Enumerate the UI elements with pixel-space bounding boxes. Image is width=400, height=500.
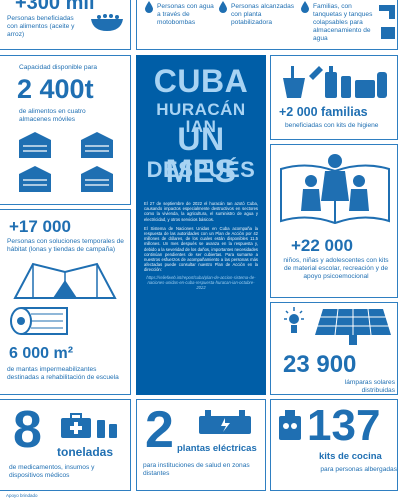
hygiene-kit-icon — [283, 66, 387, 98]
title-cuba: CUBA — [153, 63, 249, 99]
water2-text: Personas alcanzadas con planta potabiliz… — [231, 3, 295, 26]
roofing-text: de mantas impermeabilizantes destinadas … — [7, 366, 119, 381]
center-article: CUBA HURACÁN IAN UN MES DESPUÉS El 27 de… — [136, 55, 266, 395]
medical-text: de medicamentos, insumos y dispositivos … — [9, 464, 95, 479]
warehouse-icon — [19, 132, 113, 192]
article-body: El 27 de septiembre de 2022 el huracán I… — [144, 201, 258, 290]
card-plants: 2 plantas eléctricas para instituciones … — [136, 399, 266, 491]
solar-text: lámparas solares distribuidas — [344, 379, 395, 394]
stove-icon — [279, 410, 301, 440]
title-one-month: UN MES — [165, 121, 237, 189]
shelter-text: Personas con soluciones temporales de há… — [7, 238, 124, 253]
card-solar: 23 900 lámparas solares distribuidas — [270, 302, 398, 395]
food-text: Personas beneficiadas con alimentos (ace… — [7, 15, 75, 38]
water3-text: Familias, con tanquetas y tanques colaps… — [313, 3, 373, 42]
capacity-text: de alimentos en cuatro almacenes móviles — [19, 108, 86, 123]
card-capacity: Capacidad disponible para 2 400t de alim… — [0, 55, 131, 205]
roll-icon — [10, 307, 68, 335]
plants-text: para instituciones de salud en zonas dis… — [143, 462, 250, 477]
card-medical: 8 toneladas de medicamentos, insumos y d… — [0, 399, 131, 491]
paragraph-1: El 27 de septiembre de 2022 el huracán I… — [144, 201, 258, 222]
card-children: +22 000 niños, niñas y adolescentes con … — [270, 144, 398, 298]
card-kitchen: 137 kits de cocina para personas alberga… — [270, 399, 398, 491]
capacity-number: 2 400t — [17, 74, 94, 104]
shelter-number: +17 000 — [9, 217, 71, 236]
bowl-icon — [91, 14, 123, 31]
solar-panel-icon — [315, 308, 391, 345]
kitchen-number: 137 — [307, 401, 381, 450]
paragraph-2: El Sistema de Naciones Unidas en Cuba ac… — [144, 225, 258, 273]
hygiene-text: beneficiadas con kits de higiene — [285, 122, 379, 129]
roofing-number: 6 000 m² — [9, 345, 74, 362]
food-number: +300 mil — [15, 0, 95, 14]
title-hurricane: HURACÁN IAN — [156, 100, 246, 136]
kitchen-text: para personas albergadas — [320, 466, 397, 473]
medical-unit: toneladas — [57, 445, 114, 459]
water-drop-icon-3 — [301, 1, 309, 13]
plants-number: 2 — [145, 401, 174, 459]
tent-icon — [13, 262, 117, 299]
card-food: +300 mil Personas beneficiadas con alime… — [0, 0, 131, 50]
solar-number: 23 900 — [283, 351, 357, 378]
water1-text: Personas con agua a través de motobombas — [157, 3, 214, 26]
title-after: DESPUÉS — [146, 157, 256, 182]
card-hygiene: +2 000 familias beneficiadas con kits de… — [270, 55, 398, 140]
generator-icon — [199, 410, 251, 434]
plants-unit: plantas eléctricas — [177, 443, 257, 454]
footer-text: Apoyo brindado — [6, 493, 38, 498]
card-water: Personas con agua a través de motobombas… — [136, 0, 398, 50]
medical-kit-icon — [61, 413, 117, 438]
card-shelter: +17 000 Personas con soluciones temporal… — [0, 209, 131, 395]
medical-number: 8 — [13, 401, 42, 459]
capacity-label: Capacidad disponible para — [19, 64, 98, 71]
children-text: niños, niñas y adolescentes con kits de … — [283, 257, 389, 280]
tap-icon — [379, 5, 395, 39]
children-number: +22 000 — [291, 236, 353, 255]
water-drop-icon-2 — [219, 1, 227, 13]
children-book-icon — [280, 154, 390, 225]
footer: Apoyo brindado — [0, 493, 400, 500]
water-drop-icon — [145, 1, 153, 13]
solar-lamp-icon — [284, 307, 304, 333]
kitchen-unit: kits de cocina — [319, 451, 382, 462]
plan-link[interactable]: https://reliefweb.int/report/cuba/plan-d… — [146, 274, 256, 291]
hygiene-number: +2 000 familias — [279, 105, 368, 119]
